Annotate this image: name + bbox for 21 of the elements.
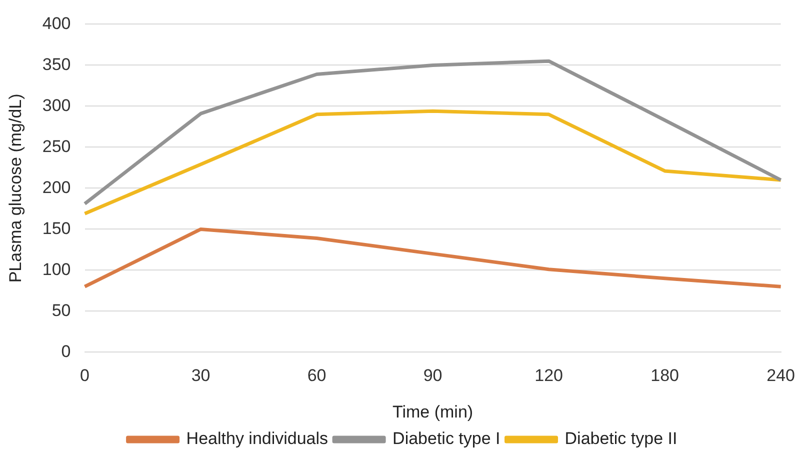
x-axis-title: Time (min) <box>392 402 474 422</box>
y-tick-label: 400 <box>42 14 71 33</box>
y-tick-label: 250 <box>42 136 71 156</box>
x-tick-label: 30 <box>191 366 210 386</box>
legend-label: Diabetic type II <box>564 429 678 448</box>
y-tick-label: 150 <box>42 218 71 238</box>
x-tick-label: 60 <box>307 366 326 386</box>
legend-label: Diabetic type I <box>392 429 500 448</box>
y-axis-title: PLasma glucose (mg/dL) <box>6 94 25 283</box>
y-tick-label: 0 <box>61 342 71 361</box>
x-tick-label: 240 <box>766 366 796 386</box>
y-tick-label: 50 <box>52 300 71 320</box>
x-tick-label: 90 <box>423 366 442 386</box>
y-tick-label: 200 <box>42 178 71 197</box>
y-tick-label: 300 <box>42 96 71 115</box>
x-tick-label: 0 <box>80 366 90 386</box>
y-tick-label: 100 <box>42 260 71 279</box>
x-tick-label: 120 <box>534 366 563 386</box>
x-tick-label: 180 <box>650 366 679 386</box>
y-tick-label: 350 <box>42 54 71 74</box>
legend-label: Healthy individuals <box>186 429 328 448</box>
